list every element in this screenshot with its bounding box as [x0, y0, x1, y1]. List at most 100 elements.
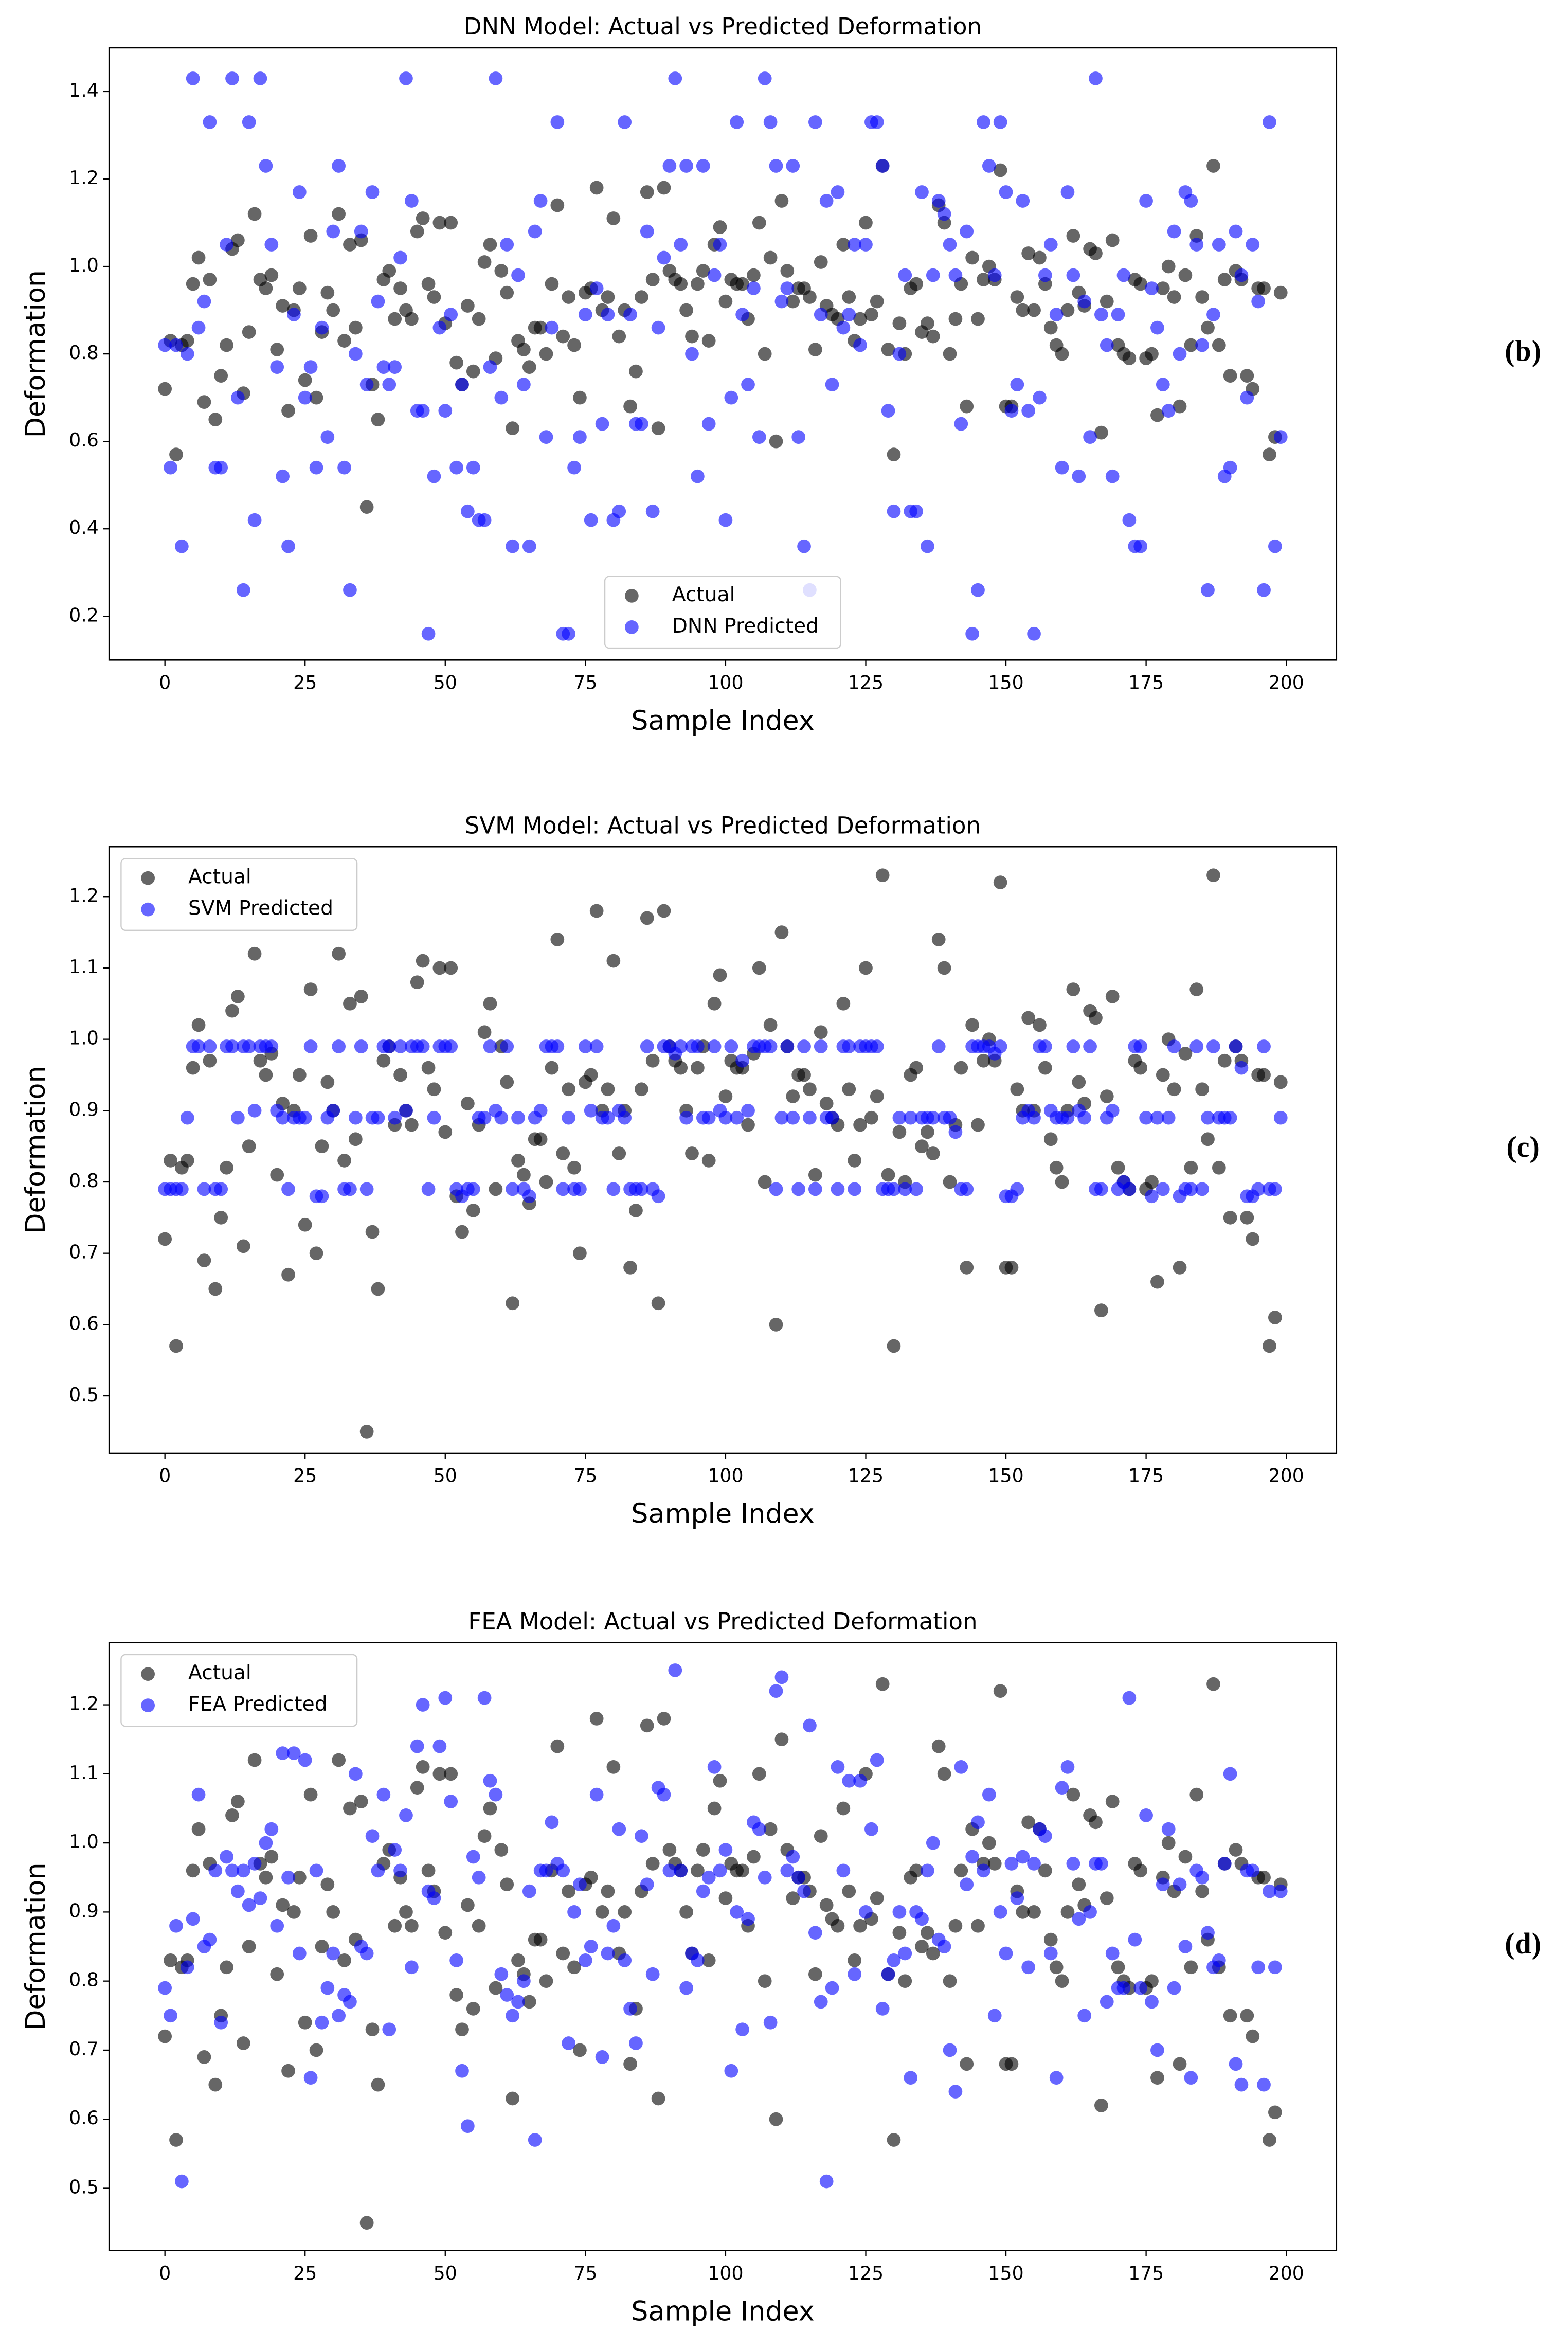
point: [786, 1110, 800, 1125]
point: [1206, 1677, 1220, 1691]
point: [1105, 233, 1120, 247]
point: [1094, 1303, 1108, 1317]
point: [231, 390, 245, 405]
point: [892, 1110, 907, 1125]
x-tick-label: 75: [573, 1464, 597, 1486]
point: [1184, 1960, 1198, 1975]
point: [1167, 224, 1181, 239]
point: [186, 1863, 200, 1878]
point: [1089, 246, 1103, 260]
point: [937, 1940, 951, 1953]
point: [651, 320, 665, 335]
y-tick-label: 0.8: [69, 1969, 99, 1991]
point: [1004, 1857, 1019, 1871]
y-axis-label: Deformation: [20, 1862, 51, 2030]
point: [180, 1154, 194, 1168]
point: [752, 430, 766, 444]
point: [674, 1039, 688, 1053]
point: [528, 2133, 542, 2147]
panel-label: (d): [1505, 1927, 1541, 1960]
point: [197, 395, 211, 409]
point: [1223, 1767, 1237, 1781]
point: [909, 1061, 923, 1075]
point: [696, 1843, 710, 1857]
point: [191, 250, 206, 265]
point: [500, 1075, 514, 1089]
point: [1122, 513, 1137, 527]
point: [158, 338, 172, 352]
point: [320, 1981, 335, 1995]
point: [774, 925, 789, 939]
point: [494, 1843, 509, 1857]
point: [780, 1039, 795, 1053]
point: [758, 347, 772, 361]
point: [444, 308, 458, 321]
point: [1263, 1339, 1276, 1353]
point: [774, 1110, 789, 1125]
point: [982, 1787, 996, 1802]
point: [197, 294, 211, 309]
point: [1021, 1815, 1036, 1830]
point: [359, 1182, 374, 1196]
point: [769, 159, 783, 173]
point: [915, 1940, 929, 1953]
point: [298, 373, 312, 387]
point: [825, 378, 839, 391]
x-tick-label: 200: [1269, 2262, 1304, 2284]
point: [954, 1863, 968, 1878]
point: [1139, 194, 1153, 208]
point: [539, 430, 553, 444]
chart-title: SVM Model: Actual vs Predicted Deformati…: [465, 812, 981, 839]
point: [1016, 194, 1030, 208]
point: [651, 421, 665, 436]
point: [763, 250, 778, 265]
point: [1016, 1850, 1030, 1864]
point: [853, 1918, 867, 1933]
point: [556, 1863, 570, 1878]
point: [1257, 281, 1271, 295]
point: [870, 294, 884, 309]
point: [421, 1182, 436, 1196]
point: [175, 1182, 189, 1196]
point: [718, 1843, 733, 1857]
point: [1246, 238, 1260, 252]
point: [752, 1822, 766, 1836]
point: [1189, 1039, 1204, 1053]
point: [186, 277, 200, 291]
point: [601, 1946, 615, 1961]
point: [752, 1767, 766, 1781]
point: [376, 1053, 391, 1068]
point: [730, 115, 744, 129]
point: [276, 1746, 290, 1760]
point: [987, 268, 1002, 282]
point: [786, 1089, 800, 1103]
legend-box: [604, 576, 841, 649]
point: [444, 961, 458, 975]
point: [1195, 1870, 1209, 1885]
point: [197, 2050, 211, 2064]
point: [696, 264, 710, 278]
point: [550, 115, 565, 129]
point: [921, 1863, 934, 1878]
point: [158, 2029, 172, 2043]
point: [1257, 1870, 1271, 1885]
point: [1077, 2009, 1092, 2023]
x-tick-label: 75: [573, 2262, 597, 2284]
point: [528, 224, 542, 239]
point: [713, 220, 727, 234]
point: [438, 1691, 453, 1705]
point: [1268, 1311, 1282, 1324]
point: [645, 1967, 660, 1981]
point: [405, 194, 419, 208]
point: [679, 1110, 693, 1125]
point: [573, 1877, 587, 1892]
point: [562, 626, 575, 641]
point: [511, 1995, 525, 2009]
point: [915, 1912, 929, 1926]
point: [477, 1691, 492, 1705]
point: [926, 329, 940, 344]
point: [1116, 268, 1131, 282]
point: [231, 1884, 245, 1898]
point: [965, 626, 979, 641]
